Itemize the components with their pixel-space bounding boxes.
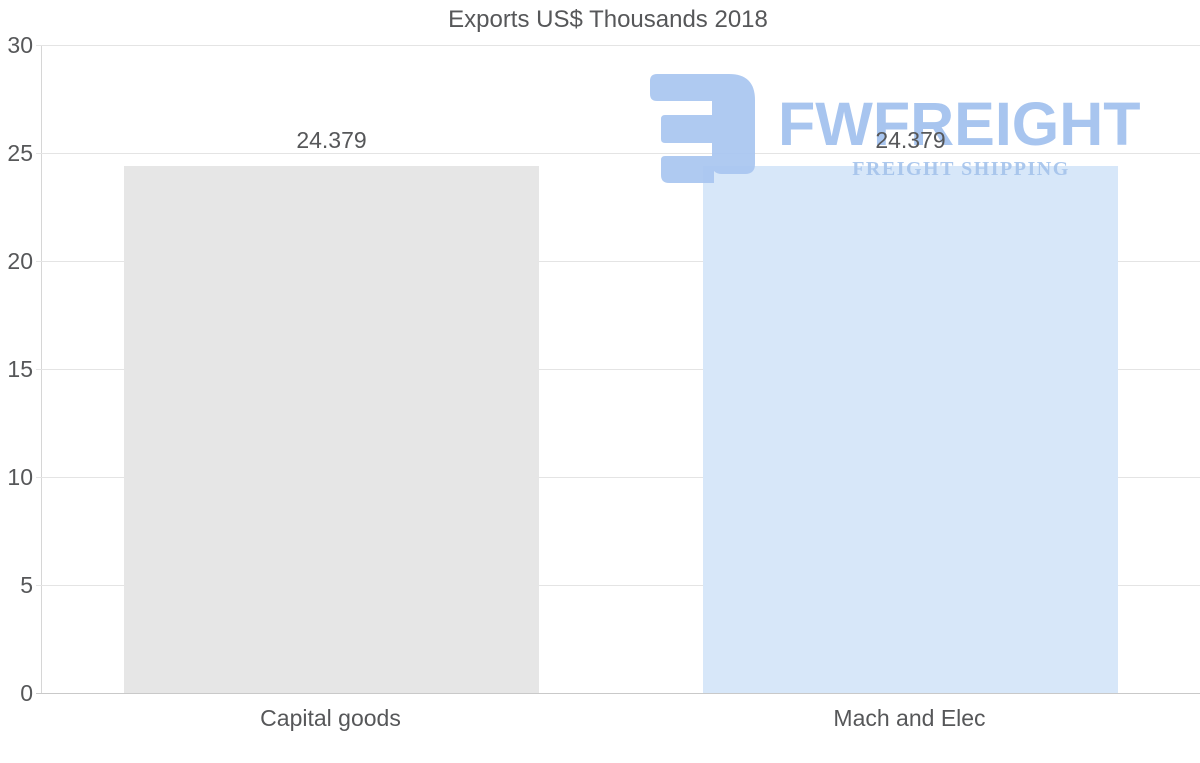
y-tick-label-0: 0 [20, 680, 33, 706]
gridline-20 [36, 260, 1200, 262]
value-label-mach-and-elec: 24.379 [875, 127, 946, 154]
bar-mach-and-elec [703, 166, 1118, 693]
y-tick-label-5: 5 [20, 572, 33, 598]
x-axis-labels: Capital goods Mach and Elec [41, 705, 1199, 732]
x-tick-label-mach-and-elec: Mach and Elec [833, 705, 986, 731]
y-tick-label-25: 25 [7, 140, 33, 166]
gridline-10 [36, 476, 1200, 478]
chart-title: Exports US$ Thousands 2018 [448, 6, 768, 33]
gridline-0 [36, 692, 1200, 694]
plot-area: 24.379 24.379 [36, 44, 1200, 694]
y-tick-label-30: 30 [7, 32, 33, 58]
value-label-capital-goods: 24.379 [296, 127, 367, 154]
gridline-25 [36, 152, 1200, 154]
gridline-15 [36, 368, 1200, 370]
y-tick-label-15: 15 [7, 356, 33, 382]
y-tick-label-10: 10 [7, 464, 33, 490]
y-tick-label-20: 20 [7, 248, 33, 274]
gridline-5 [36, 584, 1200, 586]
x-tick-label-capital-goods: Capital goods [260, 705, 401, 731]
gridline-30 [36, 44, 1200, 46]
bar-capital-goods [124, 166, 539, 693]
y-axis-labels: 0 5 10 15 20 25 30 [0, 32, 33, 706]
